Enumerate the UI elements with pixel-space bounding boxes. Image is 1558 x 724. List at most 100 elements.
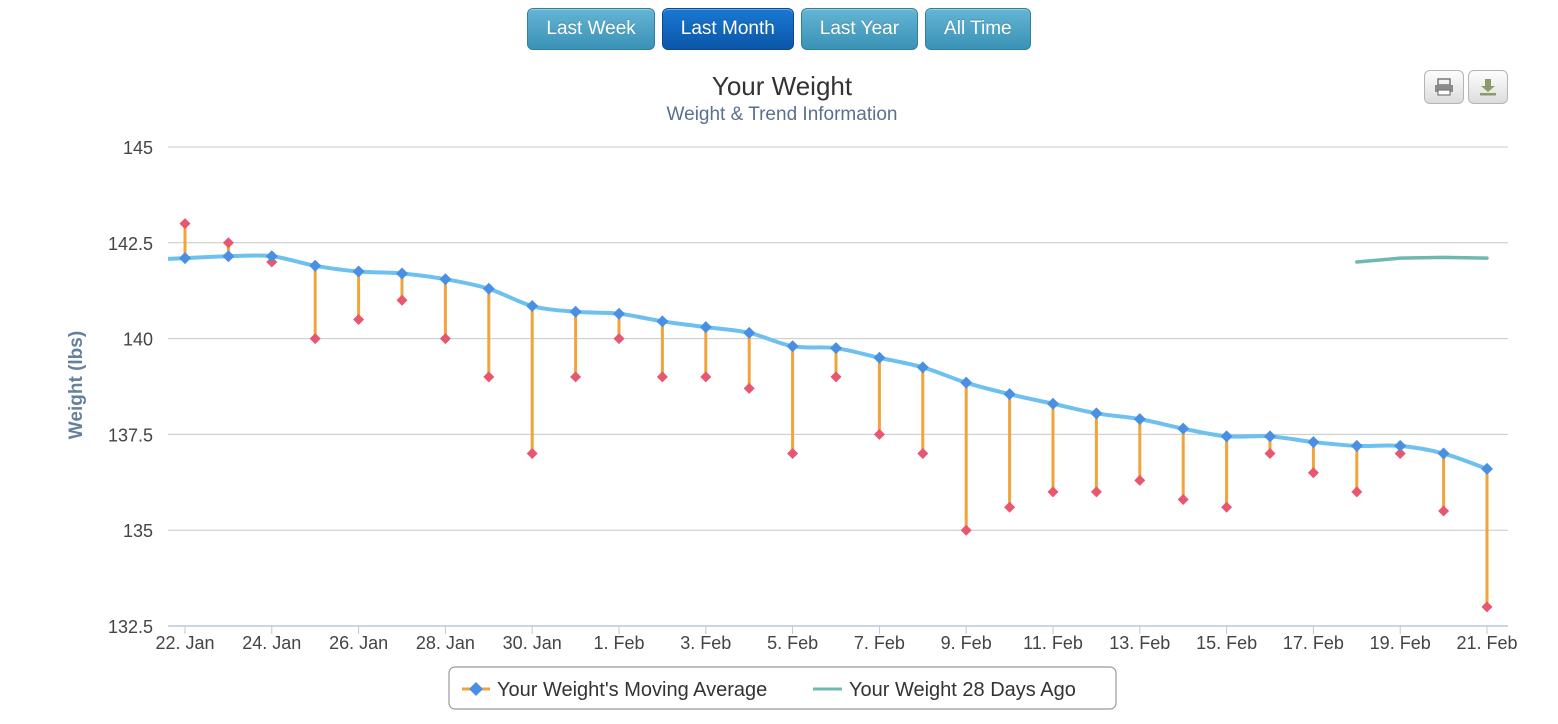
moving-average-point (179, 252, 191, 265)
moving-average-point (1003, 388, 1016, 401)
daily-weight-point (1221, 501, 1233, 513)
moving-average-point (873, 351, 886, 364)
daily-weight-point (1047, 486, 1059, 498)
moving-average-point (1133, 413, 1146, 426)
x-tick-label: 7. Feb (854, 633, 905, 653)
print-icon (1435, 78, 1453, 96)
daily-weight-point (960, 524, 972, 536)
daily-weight-point (1264, 448, 1276, 460)
date-range-selector: Last Week Last Month Last Year All Time (0, 8, 1558, 52)
moving-average-point (526, 300, 539, 313)
x-tick-label: 24. Jan (242, 633, 301, 653)
daily-weight-point (526, 448, 538, 460)
y-tick-label: 132.5 (108, 617, 153, 637)
moving-average-point (265, 250, 278, 263)
x-tick-label: 17. Feb (1283, 633, 1344, 653)
download-icon (1480, 79, 1496, 96)
daily-weight-point (309, 333, 321, 345)
x-tick-label: 9. Feb (941, 633, 992, 653)
moving-average-point (1350, 439, 1363, 452)
moving-average-point (482, 282, 495, 295)
moving-average-point (1090, 407, 1103, 420)
y-axis-ticks: 132.5 135 137.5 140 142.5 145 (108, 138, 153, 637)
moving-average-point (1307, 436, 1320, 449)
daily-weight-point (1307, 467, 1319, 479)
y-tick-label: 140 (123, 330, 153, 350)
days-ago-line (1355, 255, 1489, 264)
y-tick-label: 145 (123, 138, 153, 158)
moving-average-point (1264, 430, 1276, 443)
moving-average-point (656, 315, 669, 328)
moving-average-point (1481, 462, 1493, 475)
last-month-button[interactable]: Last Month (661, 8, 794, 50)
daily-weight-point (483, 371, 495, 383)
print-button[interactable] (1424, 70, 1464, 104)
chart-title: Your Weight (712, 71, 853, 101)
daily-weight-point (1394, 448, 1406, 460)
daily-weight-point (1134, 474, 1146, 486)
daily-weight-point (873, 428, 885, 440)
daily-weight-point (1004, 501, 1016, 513)
y-tick-label: 142.5 (108, 234, 153, 254)
moving-average-point (439, 273, 452, 286)
moving-average-point (1394, 439, 1407, 452)
moving-average-point (830, 342, 842, 355)
all-time-button[interactable]: All Time (925, 8, 1031, 50)
moving-average-point (569, 305, 582, 318)
legend-moving-average[interactable]: Your Weight's Moving Average (497, 679, 767, 701)
daily-weight-point (656, 371, 668, 383)
deviation-stems (183, 223, 1489, 607)
moving-average-point (743, 326, 756, 339)
daily-weight-point (179, 218, 191, 230)
moving-average-line (167, 253, 1488, 471)
daily-weight-point (1481, 601, 1493, 613)
last-week-button[interactable]: Last Week (527, 8, 655, 50)
x-tick-label: 15. Feb (1196, 633, 1257, 653)
series (167, 253, 1489, 471)
moving-average-point (786, 340, 799, 353)
moving-average-point (1177, 422, 1190, 435)
weight-chart: Your Weight Weight & Trend Information W… (66, 71, 1518, 710)
moving-average-point (396, 267, 408, 280)
download-button[interactable] (1468, 70, 1508, 104)
x-tick-label: 21. Feb (1456, 633, 1517, 653)
daily-weight-point (570, 371, 582, 383)
moving-average-point (1437, 447, 1450, 460)
moving-average-point (1047, 397, 1059, 410)
y-tick-label: 137.5 (108, 425, 153, 445)
daily-weight-point (613, 333, 625, 345)
daily-weight-point (917, 448, 929, 460)
chart-subtitle: Weight & Trend Information (667, 104, 898, 125)
daily-weight-point (1438, 505, 1450, 517)
x-tick-label: 30. Jan (503, 633, 562, 653)
x-tick-label: 28. Jan (416, 633, 475, 653)
daily-weight-point (830, 371, 842, 383)
daily-weight-point (743, 382, 755, 394)
daily-weight-point (1177, 494, 1189, 506)
x-tick-label: 13. Feb (1109, 633, 1170, 653)
daily-weight-point (700, 371, 712, 383)
daily-weight-point (1090, 486, 1102, 498)
moving-average-point (309, 259, 322, 272)
daily-weight-point (222, 237, 234, 249)
x-tick-label: 11. Feb (1023, 633, 1083, 653)
daily-weight-point (1351, 486, 1363, 498)
daily-weight-point (353, 313, 365, 325)
x-axis-ticks: 22. Jan 24. Jan 26. Jan 28. Jan 30. Jan 1. Fe… (155, 626, 1518, 653)
x-tick-label: 5. Feb (767, 633, 818, 653)
daily-weight-point (396, 294, 408, 306)
x-tick-label: 22. Jan (155, 633, 214, 653)
legend-28-days-ago[interactable]: Your Weight 28 Days Ago (849, 679, 1076, 701)
x-tick-label: 3. Feb (680, 633, 731, 653)
y-axis-label: Weight (lbs) (66, 331, 87, 439)
daily-weight-point (787, 448, 799, 460)
moving-average-point (222, 250, 235, 263)
moving-average-point (960, 376, 973, 389)
legend-box (448, 666, 1117, 710)
x-tick-label: 1. Feb (593, 633, 644, 653)
legend-ma-marker (469, 682, 483, 696)
markers (179, 218, 1493, 613)
last-year-button[interactable]: Last Year (800, 8, 919, 50)
moving-average-point (613, 307, 625, 320)
legend: Your Weight's Moving Average Your Weight… (448, 666, 1117, 710)
